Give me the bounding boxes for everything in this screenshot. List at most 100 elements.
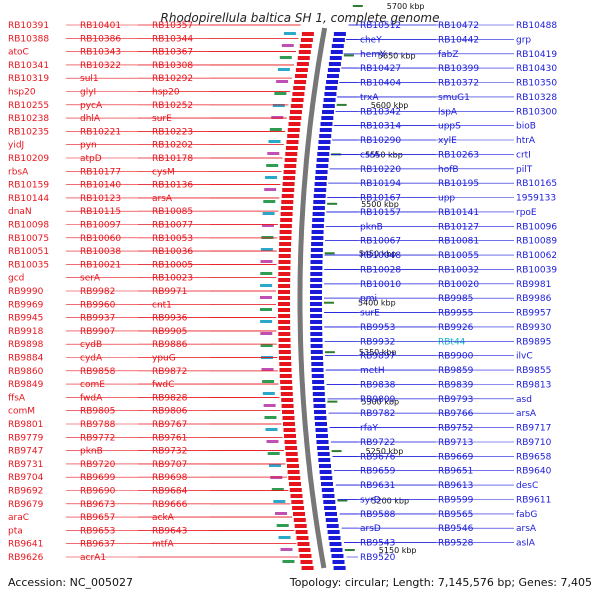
feature-block [260,320,273,323]
gene-block-left [281,404,294,408]
gene-block-right [313,398,326,402]
gene-label: RB9990 [8,287,44,297]
gene-block-right [310,248,323,252]
gene-label: RB10115 [80,207,121,217]
gene-block-left [283,422,295,426]
feature-block [272,104,285,107]
gene-block-left [279,374,292,378]
gene-block-right [322,494,335,498]
gene-label: pyn [80,141,97,151]
gene-block-left [295,530,308,534]
gene-label: RB10085 [152,207,193,217]
gene-block-left [284,164,297,168]
gene-label: RB10039 [516,265,557,275]
gene-block-left [289,482,301,486]
gene-label: RB10020 [438,280,479,290]
gene-label: RB9766 [438,409,474,419]
tick-label: 5400 kbp [358,299,396,308]
gene-label: RB9732 [152,447,187,457]
gene-block-right [327,74,339,78]
gene-block-right [316,440,329,444]
gene-label: RB10098 [8,221,49,231]
gene-label: dhlA [80,114,101,124]
gene-block-left [280,206,293,210]
gene-block-right [310,326,323,330]
gene-block-left [299,554,312,558]
gene-label: RB9626 [8,553,44,563]
gene-label: RB10127 [438,222,479,232]
gene-label: RB9779 [8,433,44,443]
gene-label: RB9631 [360,481,395,491]
gene-label: pilT [516,165,533,175]
gene-label: RB9653 [80,526,115,536]
gene-label: RB10165 [516,179,557,189]
gene-label: RB10096 [516,222,557,232]
gene-label: RB10067 [360,237,401,247]
gene-block-left [299,44,312,48]
tick-label: 5200 kbp [371,497,409,506]
gene-block-right [329,542,342,546]
feature-block [278,536,291,539]
gene-block-right [310,266,323,270]
gene-block-right [311,242,324,246]
gene-label: cydA [80,354,103,364]
gene-label: RB9643 [152,526,187,536]
gene-block-left [278,290,290,294]
gene-label: RB10081 [438,237,479,247]
gene-label: RB9690 [80,487,116,497]
gene-label: RB9761 [152,433,187,443]
gene-label: RB10157 [360,208,401,218]
gene-label: RB9699 [80,473,116,483]
gene-block-left [292,506,305,510]
feature-block [264,188,277,191]
gene-block-right [310,314,323,318]
gene-label: RB10419 [516,50,557,60]
feature-block [276,80,289,83]
feature-block [283,32,296,35]
gene-label: RB9588 [360,510,396,520]
gene-label: RB9713 [438,438,473,448]
gene-label: RB10036 [152,247,193,257]
feature-block [260,248,273,251]
gene-block-right [326,80,339,84]
gene-label: RB10341 [8,61,49,71]
gene-block-left [281,398,294,402]
gene-block-left [291,98,304,102]
gene-block-left [286,458,299,462]
gene-block-right [320,476,333,480]
gene-label: RB9767 [152,420,187,430]
gene-block-right [314,416,327,420]
tick-label: 5250 kbp [366,447,404,456]
gene-label: RB9565 [438,510,473,520]
gene-label: fabZ [438,50,459,60]
gene-label: arsD [360,524,381,534]
gene-label: RB10053 [152,234,193,244]
tick-label: 5600 kbp [371,101,409,110]
feature-block [275,512,287,515]
tick-label: 5700 kbp [387,2,425,11]
gene-label: RB9905 [152,327,187,337]
gene-block-left [287,470,300,474]
feature-block [260,344,273,347]
gene-label: ypuG [152,354,176,364]
gene-block-right [329,56,342,60]
gene-block-right [330,548,343,552]
gene-block-left [278,296,290,300]
gene-label: serA [80,274,101,284]
gene-label: RB10238 [8,114,49,124]
gene-label: metH [360,366,385,376]
feature-block [260,260,273,263]
gene-block-right [311,368,324,372]
gene-block-right [321,116,334,120]
gene-block-left [278,254,291,258]
gene-block-right [310,338,323,342]
gene-block-right [323,500,336,504]
gene-label: RB10223 [152,127,193,137]
gene-block-right [333,566,346,570]
gene-block-left [283,428,296,432]
gene-label: RB10136 [152,181,193,191]
gene-block-right [310,260,323,264]
gene-label: RB9801 [8,420,43,430]
gene-block-right [328,536,341,540]
gene-label: RB9960 [80,300,116,310]
